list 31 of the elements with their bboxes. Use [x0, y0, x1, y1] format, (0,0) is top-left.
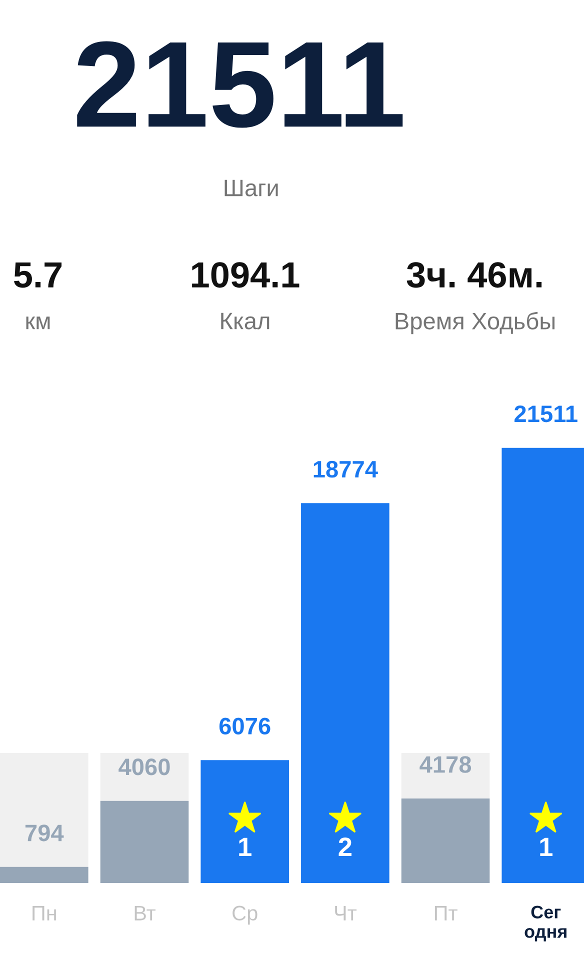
bar [100, 800, 189, 883]
bar [0, 866, 88, 883]
annotation: 1 [540, 838, 552, 856]
x-tick-label: Чт [335, 906, 357, 920]
text: км [26, 316, 50, 330]
text: 3ч. 46м. [406, 262, 542, 288]
x-tick-label: Пт [434, 906, 458, 920]
data-label: 794 [25, 824, 64, 842]
text: Время Ходьбы [396, 312, 554, 334]
bar [401, 753, 490, 798]
bar [200, 760, 289, 883]
bar [0, 753, 88, 867]
x-tick-label: Пн [32, 906, 56, 920]
data-label: 4178 [420, 756, 472, 773]
annotation: 1 [239, 838, 252, 856]
bar [100, 753, 189, 801]
data-label: 21511 [514, 405, 578, 422]
data-label: 18774 [314, 460, 378, 478]
bar [401, 798, 490, 883]
annotation: 2 [338, 838, 352, 856]
x-tick-label: Вт [134, 906, 156, 920]
x-tick-label: Сег одня [524, 906, 566, 942]
data-label: 6076 [219, 718, 270, 734]
x-tick-label: Ср [232, 906, 258, 925]
text: 5.7 [14, 262, 62, 288]
chart-subtitle: Шаги [224, 180, 278, 196]
text: 1094.1 [192, 262, 300, 288]
chart-title: 21511 [77, 41, 403, 128]
text: Ккал [221, 312, 270, 330]
bar [301, 503, 390, 883]
data-label: 4060 [118, 758, 170, 776]
